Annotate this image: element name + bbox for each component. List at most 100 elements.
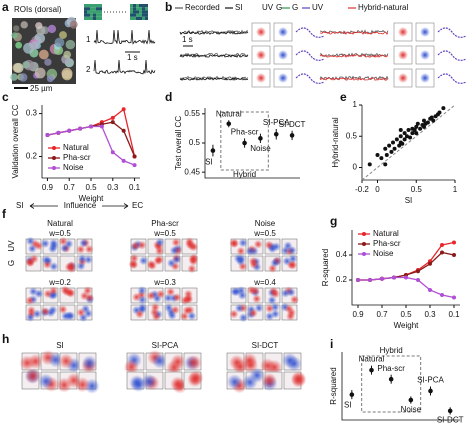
kernel-blob — [398, 73, 408, 83]
axis-note: Influence — [64, 201, 97, 210]
point — [121, 107, 126, 112]
kernel-blob — [48, 286, 58, 296]
stimulus-pixel — [96, 16, 99, 20]
kernel-blob — [179, 311, 189, 321]
scale-label: 1 s — [127, 53, 138, 62]
point — [110, 115, 115, 120]
point — [289, 133, 295, 138]
stimulus-pixel — [96, 10, 99, 14]
legend-label: Hybrid-natural — [358, 3, 408, 12]
point — [402, 131, 407, 136]
x-axis-label: Weight — [394, 321, 420, 330]
point — [383, 146, 388, 151]
weight-label: w=0.4 — [253, 278, 276, 287]
point — [379, 156, 384, 161]
point — [383, 162, 388, 167]
point — [440, 293, 444, 297]
column-title: SI-PCA — [152, 341, 179, 350]
stimulus-pixel — [84, 4, 87, 8]
cell — [34, 67, 46, 79]
point — [408, 397, 414, 403]
point — [440, 243, 444, 247]
kernel-blob — [132, 292, 142, 302]
legend-label: SI — [235, 3, 243, 12]
x-axis-label: Weight — [79, 194, 105, 203]
category-label: Pha-scr — [231, 127, 259, 136]
tuning-curve — [437, 27, 467, 38]
cell — [20, 21, 28, 29]
channel-label: G — [7, 260, 16, 266]
kernel-blob — [29, 254, 39, 264]
panel-title: ROIs (dorsal) — [14, 5, 62, 14]
panel-label: d — [165, 90, 172, 104]
kernel-blob — [60, 243, 70, 253]
kernel-blob — [66, 288, 76, 298]
cell — [59, 31, 67, 39]
kernel-blob — [248, 308, 258, 318]
kernel-blob — [242, 352, 258, 369]
arrow — [29, 203, 129, 209]
kernel-blob — [270, 302, 280, 312]
point — [418, 126, 423, 131]
category-label: SI — [344, 400, 352, 409]
kernel-blob — [282, 352, 298, 369]
stimulus-pixel — [87, 13, 90, 17]
tuning-curve — [295, 27, 325, 38]
stimulus-pixel — [87, 7, 90, 11]
kernel-blob — [282, 256, 292, 266]
axis-note: EC — [132, 201, 143, 210]
stimulus-pixel — [139, 10, 142, 14]
cell — [22, 61, 30, 69]
point — [356, 278, 360, 282]
point — [408, 135, 413, 140]
point — [440, 250, 444, 255]
point — [429, 115, 434, 120]
stimulus-pixel — [99, 16, 102, 20]
kernel-blob — [128, 259, 138, 269]
stimulus-pixel — [133, 7, 136, 11]
kernel-blob — [76, 308, 86, 318]
point — [416, 269, 420, 274]
y-tick-label: 0.2 — [336, 275, 348, 284]
kernel-blob — [74, 376, 91, 393]
kernel-blob — [187, 264, 197, 274]
stimulus-pixel — [90, 4, 93, 8]
weight-label: w=0.5 — [253, 229, 276, 238]
kernel-blob — [81, 355, 98, 371]
panel-label: b — [165, 0, 172, 14]
stimulus-pixel — [130, 16, 133, 20]
kernel-blob — [420, 50, 430, 60]
kernel-blob — [256, 50, 266, 60]
point — [392, 146, 397, 151]
kernel-blob — [41, 255, 51, 265]
kernel-blob — [25, 368, 41, 384]
point — [387, 143, 392, 148]
kernel-blob — [83, 286, 93, 296]
stimulus-pixel — [133, 4, 136, 8]
stimulus-pixel — [133, 13, 136, 17]
x-axis-label: SI — [405, 196, 413, 205]
stimulus-pixel — [145, 10, 148, 14]
kernel-blob — [256, 73, 266, 83]
kernel-blob — [137, 286, 147, 296]
point — [121, 158, 126, 163]
legend-label: UV — [312, 3, 324, 12]
stimulus-pixel — [93, 13, 96, 17]
point — [56, 130, 61, 135]
stimulus-pixel — [133, 10, 136, 14]
kernel-blob — [420, 73, 430, 83]
panel-label: e — [340, 90, 347, 104]
point — [441, 106, 446, 111]
kernel-blob — [166, 287, 176, 297]
kernel-blob — [283, 241, 293, 251]
kernel-blob — [188, 370, 204, 386]
legend-label: UV — [262, 3, 274, 12]
kernel-blob — [236, 256, 246, 266]
point — [210, 148, 216, 153]
kernel-blob — [232, 287, 242, 297]
trace — [93, 29, 156, 45]
stimulus-pixel — [90, 13, 93, 17]
kernel-blob — [171, 237, 181, 247]
kernel-blob — [85, 293, 95, 303]
x-tick-label: 0.5 — [411, 185, 423, 194]
